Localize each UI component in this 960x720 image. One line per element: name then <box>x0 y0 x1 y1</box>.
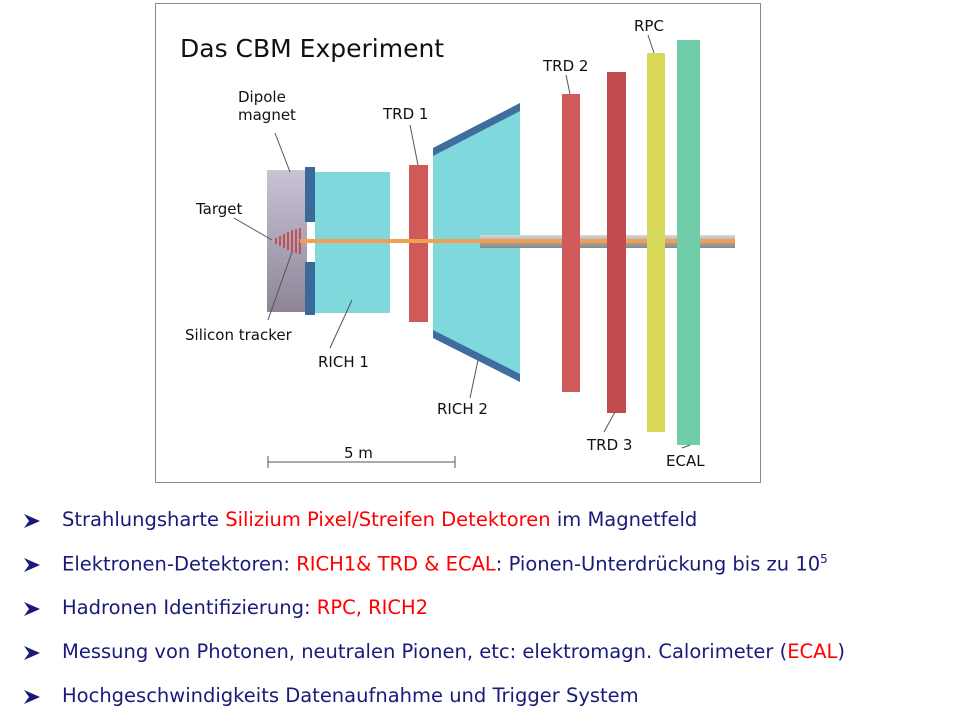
bullet-text: Elektronen-Detektoren: RICH1& TRD & ECAL… <box>62 552 828 576</box>
text-segment: Silizium Pixel/Streifen Detektoren <box>225 508 551 531</box>
title: Das CBM Experiment <box>180 34 444 63</box>
text-segment: Hochgeschwindigkeits Datenaufnahme und T… <box>62 684 639 707</box>
rich2-mirror <box>433 330 520 382</box>
text-segment: 5 <box>820 552 828 566</box>
ecal <box>677 40 700 445</box>
text-segment: Strahlungsharte <box>62 508 226 531</box>
magnet-pole <box>305 167 315 222</box>
label: Silicon tracker <box>185 326 293 344</box>
bullet: Messung von Photonen, neutralen Pionen, … <box>20 632 960 676</box>
bullet-text: Hochgeschwindigkeits Datenaufnahme und T… <box>62 684 639 707</box>
leaders <box>233 34 691 468</box>
trd2 <box>562 94 580 392</box>
label: RICH 2 <box>437 400 488 418</box>
bullet-arrow <box>24 558 40 572</box>
text-segment: Messung von Photonen, neutralen Pionen, … <box>62 640 788 663</box>
text-segment: Hadronen Identifizierung: <box>62 596 317 619</box>
bullet-list: Strahlungsharte Silizium Pixel/Streifen … <box>20 500 960 720</box>
text-segment: im Magnetfeld <box>550 508 698 531</box>
trd1 <box>409 165 428 322</box>
text-segment: Elektronen-Detektoren: <box>62 552 297 576</box>
bullet-text: Strahlungsharte Silizium Pixel/Streifen … <box>62 508 697 531</box>
bullet: Hadronen Identifizierung: RPC, RICH2 <box>20 588 960 632</box>
trd3 <box>607 72 626 413</box>
label: RICH 1 <box>318 353 369 371</box>
bullet-arrow <box>24 646 40 660</box>
bullet: Elektronen-Detektoren: RICH1& TRD & ECAL… <box>20 544 960 588</box>
text-segment: ECAL <box>787 640 838 663</box>
bullet: Strahlungsharte Silizium Pixel/Streifen … <box>20 500 960 544</box>
label: 5 m <box>344 444 373 462</box>
label: Target <box>195 200 243 218</box>
label: TRD 2 <box>542 57 588 75</box>
text-segment: : Pionen-Unterdrückung bis zu 10 <box>495 552 821 576</box>
text-segment: ) <box>837 640 845 663</box>
bullet: Hochgeschwindigkeits Datenaufnahme und T… <box>20 676 960 720</box>
label: RPC <box>634 17 664 35</box>
label: TRD 1 <box>382 105 428 123</box>
bullet-text: Hadronen Identifizierung: RPC, RICH2 <box>62 596 428 619</box>
label: Dipole magnet <box>238 88 296 124</box>
rpc <box>647 53 665 432</box>
bullet-arrow <box>24 514 40 528</box>
bullet-text: Messung von Photonen, neutralen Pionen, … <box>62 640 845 663</box>
text-segment: RPC, RICH2 <box>316 596 429 619</box>
bullet-arrow <box>24 690 40 704</box>
label: TRD 3 <box>586 436 632 454</box>
rich2-mirror <box>433 103 520 156</box>
bullet-arrow <box>24 602 40 616</box>
label: ECAL <box>666 452 705 470</box>
magnet-pole <box>305 262 315 315</box>
diagram: Das CBM Experiment Dipole magnet Target S… <box>155 3 761 483</box>
text-segment: RICH1& TRD & ECAL <box>296 552 496 576</box>
